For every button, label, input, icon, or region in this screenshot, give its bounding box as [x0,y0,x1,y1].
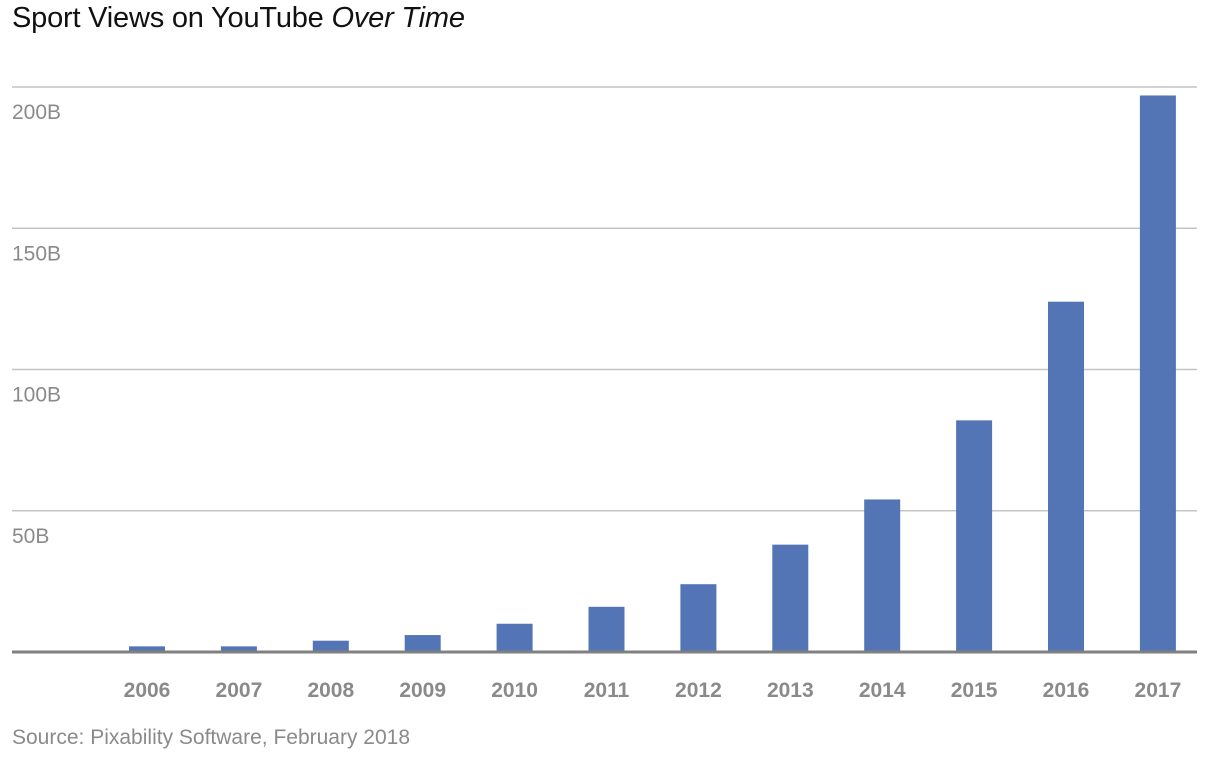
bar-2009 [404,635,441,652]
bar-2012 [680,584,717,652]
x-tick-label-2007: 2007 [216,679,263,702]
bar-2013 [772,544,809,652]
bar-2010 [496,623,533,652]
chart-title-italic: Over Time [331,2,465,34]
x-tick-label-2010: 2010 [491,679,538,702]
x-tick-label-2006: 2006 [124,679,171,702]
y-tick-label-150: 150B [12,242,61,265]
x-tick-label-2009: 2009 [399,679,446,702]
y-tick-label-100: 100B [12,384,61,407]
bar-2017 [1139,95,1176,653]
bar-2007 [220,646,257,652]
x-tick-label-2008: 2008 [307,679,354,702]
bar-2006 [129,646,165,652]
source-note: Source: Pixability Software, February 20… [12,726,411,749]
bar-2014 [864,499,901,652]
chart-title: Sport Views on YouTube Over Time [12,2,465,35]
bar-2015 [956,420,993,652]
chart-title-main: Sport Views on YouTube [12,2,324,34]
bar-2011 [588,606,625,652]
bar-2016 [1048,301,1084,652]
x-tick-label-2015: 2015 [951,679,998,702]
x-tick-label-2017: 2017 [1135,679,1182,702]
y-tick-label-50: 50B [12,525,49,548]
x-tick-label-2013: 2013 [767,679,814,702]
x-tick-label-2014: 2014 [859,679,906,702]
x-tick-label-2016: 2016 [1043,679,1090,702]
bar-2008 [312,640,349,652]
x-tick-label-2011: 2011 [584,679,630,702]
x-tick-label-2012: 2012 [675,679,722,702]
y-tick-label-200: 200B [12,101,61,124]
